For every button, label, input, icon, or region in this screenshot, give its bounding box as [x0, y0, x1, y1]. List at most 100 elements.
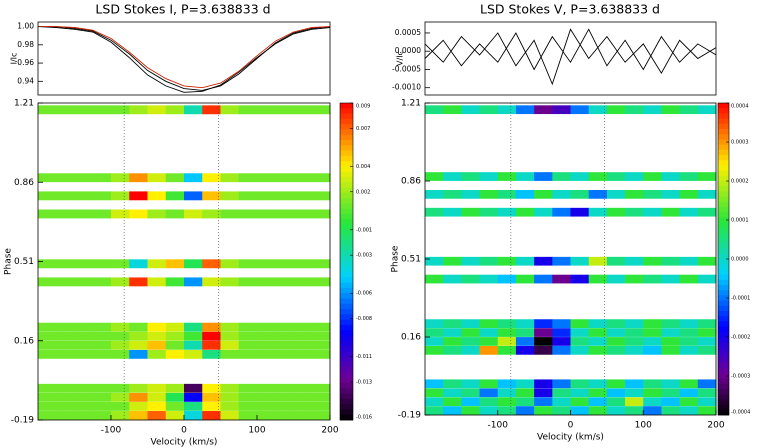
- heatmap-cell: [570, 207, 589, 217]
- heatmap-cell: [92, 340, 112, 350]
- colorbar-segment: [718, 170, 729, 177]
- heatmap-cell: [679, 379, 699, 389]
- heatmap-cell: [238, 322, 258, 332]
- heatmap-cell: [588, 207, 608, 217]
- heatmap-cell: [515, 346, 535, 355]
- profile-line: [38, 26, 331, 91]
- colorbar-segment: [718, 222, 729, 229]
- colorbar-segment: [340, 303, 353, 310]
- heatmap-cell: [625, 105, 644, 115]
- colorbar-segment: [718, 129, 729, 135]
- heatmap-cell: [293, 322, 313, 332]
- colorbar-segment: [718, 253, 729, 260]
- colorbar-segment: [340, 277, 353, 284]
- heatmap-cell: [425, 207, 444, 217]
- heatmap-cell: [56, 401, 75, 411]
- heatmap-cell: [238, 392, 258, 402]
- heatmap-cell: [74, 411, 94, 420]
- heatmap-cell: [697, 406, 717, 415]
- y-axis-label: I/Ic: [10, 53, 19, 65]
- heatmap-cell: [643, 346, 662, 355]
- colorbar-segment: [718, 181, 729, 187]
- colorbar-segment: [718, 175, 729, 182]
- heatmap-cell: [497, 406, 517, 415]
- heatmap-cell: [293, 191, 313, 201]
- profile-line: [424, 28, 717, 71]
- heatmap-cell: [238, 191, 258, 201]
- heatmap-cell: [275, 259, 294, 269]
- heatmap-cell: [38, 191, 57, 201]
- colorbar-segment: [718, 368, 729, 374]
- heatmap-cell: [697, 337, 717, 346]
- heatmap-cell: [257, 277, 276, 287]
- colorbar-segment: [718, 269, 729, 275]
- heatmap-cell: [515, 207, 535, 217]
- colorbar-segment: [718, 238, 729, 244]
- heatmap-cell: [697, 397, 717, 406]
- heatmap-cell: [202, 392, 221, 402]
- colorbar-segment: [718, 103, 729, 109]
- colorbar-segment: [718, 259, 729, 265]
- heatmap-cell: [129, 340, 148, 350]
- heatmap-cell: [202, 191, 221, 201]
- heatmap-cell: [588, 274, 608, 284]
- heatmap-cell: [129, 349, 148, 359]
- heatmap-cell: [479, 328, 499, 337]
- heatmap-cell: [56, 383, 75, 393]
- heatmap-cell: [184, 105, 203, 115]
- heatmap-cell: [425, 337, 444, 346]
- heatmap-cell: [461, 172, 480, 181]
- heatmap-cell: [461, 105, 480, 115]
- colorbar-segment: [718, 300, 729, 307]
- heatmap-cell: [184, 331, 203, 341]
- heatmap-cell: [425, 172, 444, 181]
- heatmap-cell: [275, 383, 294, 393]
- colorbar-tick-label: -0.0004: [731, 410, 750, 416]
- x-axis-label: Velocity (km/s): [537, 433, 604, 443]
- y-tick-label: 0.98: [17, 40, 34, 49]
- heatmap-cell: [56, 105, 75, 115]
- heatmap-cell: [697, 328, 717, 337]
- colorbar-segment: [340, 187, 353, 194]
- heatmap-cell: [679, 274, 699, 284]
- heatmap-cell: [129, 392, 148, 402]
- colorbar-segment: [718, 149, 729, 156]
- colorbar-tick-label: -0.0003: [731, 374, 750, 380]
- heatmap-cell: [643, 172, 662, 181]
- heatmap-cell: [111, 331, 130, 341]
- heatmap-cell: [220, 259, 240, 269]
- heatmap-cell: [679, 256, 699, 266]
- heatmap-cell: [129, 209, 148, 219]
- colorbar-segment: [340, 203, 353, 210]
- heatmap-cell: [56, 349, 75, 359]
- heatmap-cell: [38, 331, 57, 341]
- colorbar-segment: [718, 243, 729, 249]
- heatmap-cell: [443, 256, 462, 266]
- y-tick-label: 0.94: [17, 76, 34, 85]
- colorbar-frame: [339, 102, 354, 421]
- heatmap-cell: [56, 259, 75, 269]
- colorbar-segment: [340, 324, 353, 331]
- heatmap-cell: [697, 207, 717, 217]
- colorbar-tick-label: -0.016: [356, 415, 372, 421]
- colorbar-tick-label: -0.008: [356, 316, 372, 322]
- heatmap-cell: [552, 328, 571, 337]
- heatmap-cell: [257, 383, 276, 393]
- colorbar-segment: [718, 399, 729, 405]
- colorbar-segment: [340, 219, 353, 225]
- heatmap-cell: [311, 411, 331, 420]
- colorbar-segment: [718, 389, 729, 395]
- heatmap-cell: [147, 173, 167, 183]
- heatmap-cell: [588, 256, 608, 266]
- heatmap-cell: [552, 105, 571, 115]
- heatmap-cell: [311, 340, 331, 350]
- heatmap-cell: [461, 406, 480, 415]
- heatmap-cell: [293, 209, 313, 219]
- heatmap-cell: [184, 340, 203, 350]
- heatmap-cell: [479, 105, 499, 115]
- colorbar-tick-label: 0.0004: [731, 104, 749, 110]
- heatmap-cell: [293, 401, 313, 411]
- heatmap-cell: [56, 191, 75, 201]
- heatmap-cell: [257, 259, 276, 269]
- heatmap-cell: [220, 209, 240, 219]
